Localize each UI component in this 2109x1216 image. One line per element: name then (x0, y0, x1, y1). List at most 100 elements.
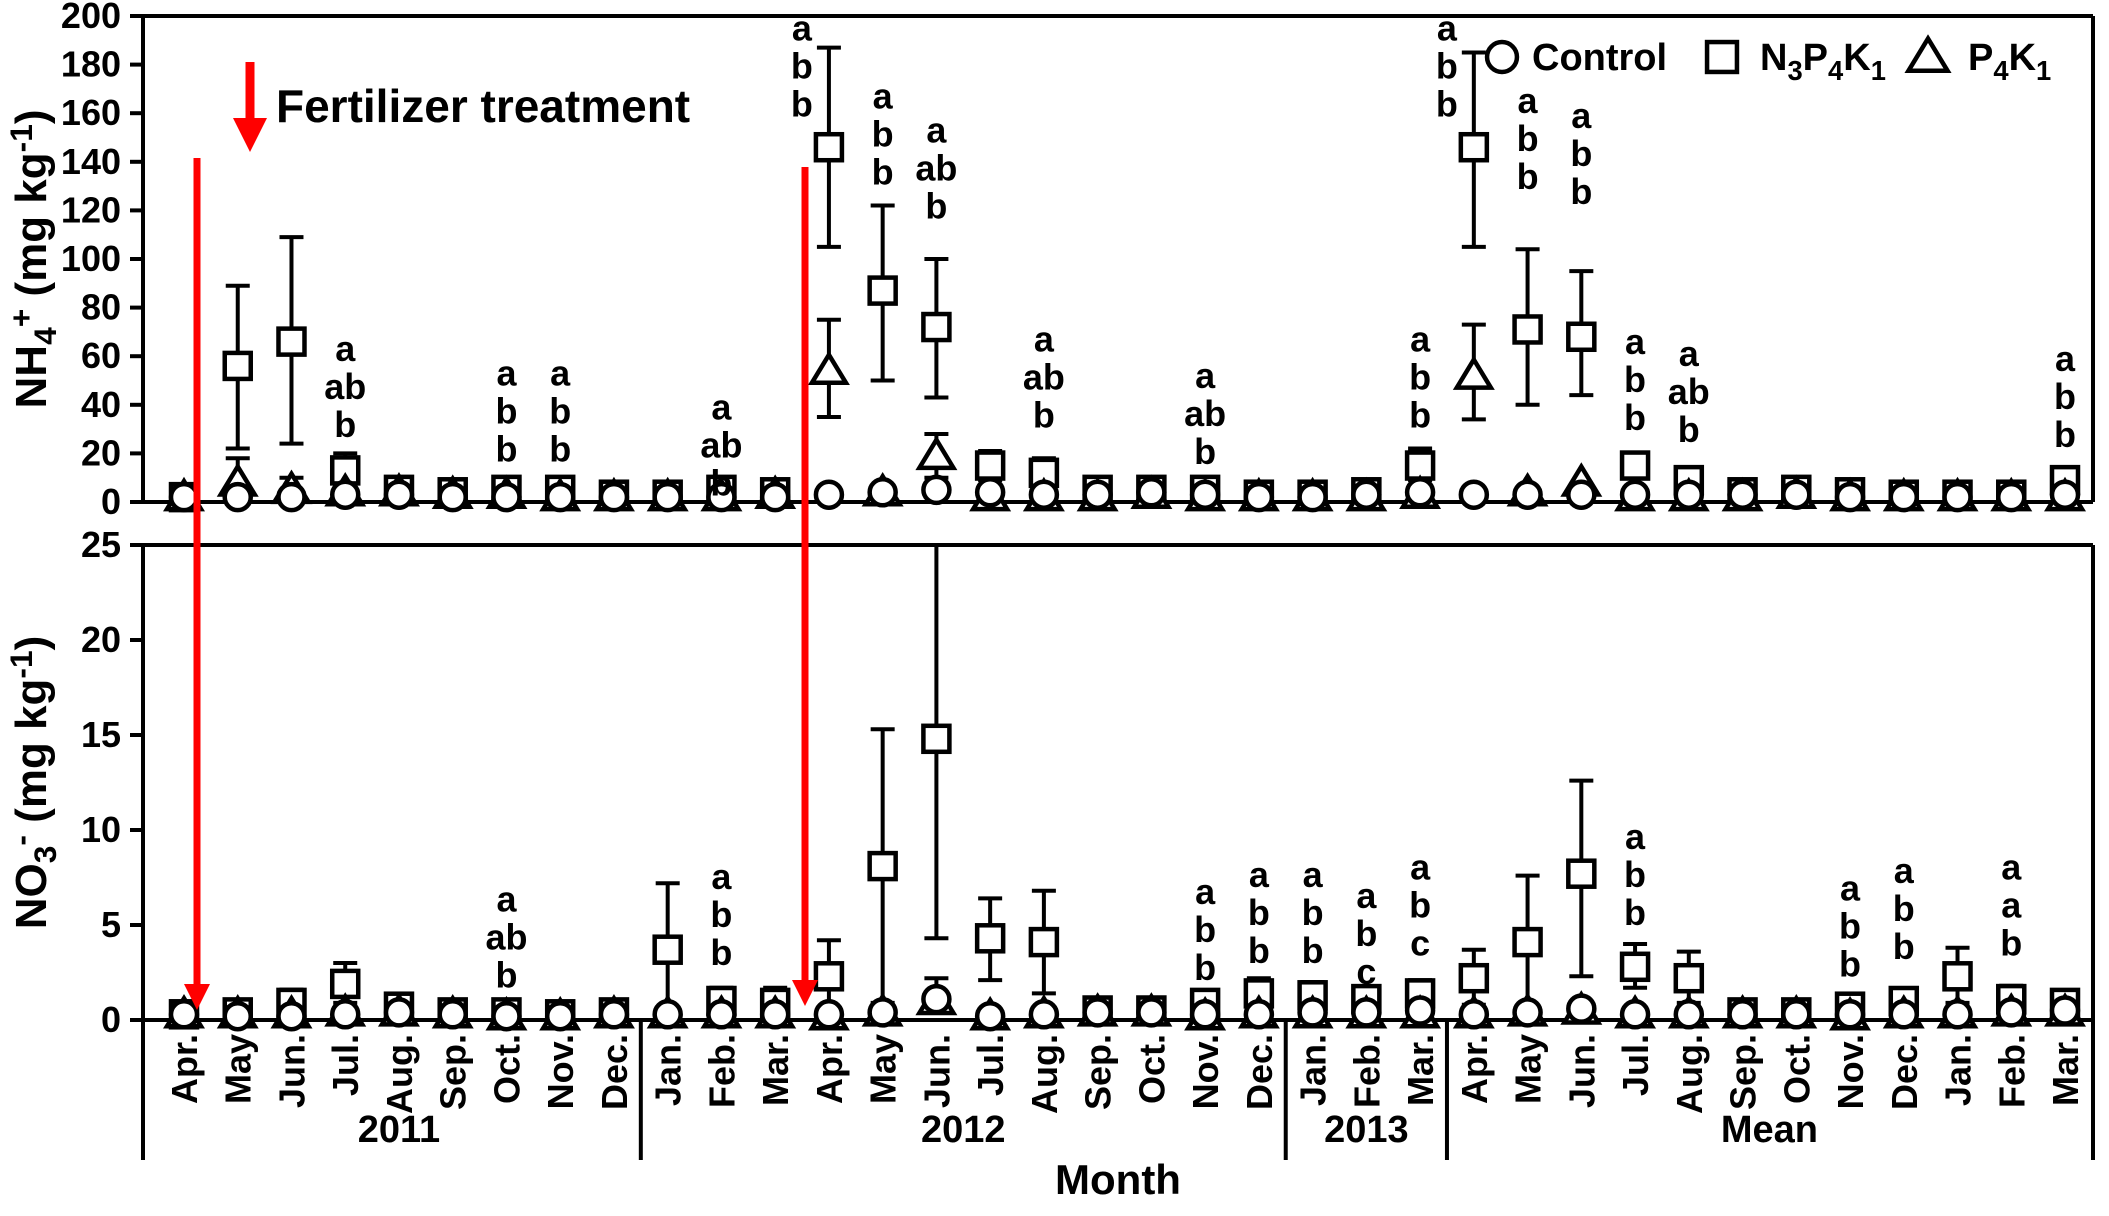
month-label: Feb. (1991, 1034, 2032, 1108)
control-marker (1512, 479, 1543, 510)
sig-letter: b (1624, 892, 1646, 933)
sig-letter: b (1839, 905, 1861, 946)
control-marker (168, 999, 200, 1030)
sig-letter: b (1839, 943, 1861, 984)
n3p4k1-marker (276, 326, 307, 357)
control-marker (706, 999, 737, 1030)
nh4-panel: 0 20 40 60 80 100 120 140 160 180 200 NH4​+​ (mg kg… (3, 0, 2095, 522)
y-tick-label: 200 (61, 0, 121, 36)
control-marker (1673, 999, 1705, 1030)
x-axis-title: Month (1055, 1156, 1181, 1203)
month-label: Jul. (325, 1034, 366, 1096)
month-label: Jan. (1293, 1034, 1334, 1106)
control-marker (1996, 997, 2027, 1028)
n3p4k1-marker (1028, 926, 1060, 958)
month-label: Nov. (1185, 1034, 1226, 1109)
fertilizer-arrow-shaft (245, 62, 255, 118)
month-label: Apr. (809, 1034, 850, 1104)
legend-label-control: Control (1532, 37, 1667, 79)
control-marker (921, 474, 952, 506)
month-label: May (218, 1034, 259, 1104)
application-arrow-head (184, 984, 210, 1010)
month-label: Oct. (1131, 1034, 1172, 1104)
year-label: Mean (1721, 1109, 1818, 1151)
month-label: Oct. (486, 1034, 527, 1104)
control-marker (706, 481, 737, 513)
y-tick-label: 5 (101, 904, 121, 945)
n3p4k1-marker (222, 350, 253, 382)
control-marker (1512, 997, 1543, 1028)
control-marker (1189, 479, 1221, 510)
sig-letter: b (925, 185, 947, 226)
sig-letter: b (1517, 156, 1539, 197)
sig-letter: a (792, 7, 813, 48)
sig-letter: a (1410, 318, 1431, 359)
control-marker (652, 999, 683, 1030)
sig-letter: a (711, 856, 732, 897)
control-marker (652, 481, 683, 513)
sig-letter: a (2001, 884, 2022, 925)
month-label: Sep. (433, 1034, 474, 1110)
sig-letter: a (2001, 846, 2022, 887)
year-label: 2013 (1324, 1109, 1409, 1151)
legend-n3p4k1-marker (1704, 39, 1740, 75)
sig-letter: a (1518, 80, 1539, 121)
sig-letter: b (1194, 947, 1216, 988)
sig-letter: a (496, 352, 517, 393)
control-marker (276, 481, 307, 513)
sig-letter: b (872, 151, 894, 192)
sig-letter: b (1624, 854, 1646, 895)
sig-letter: ab (700, 424, 742, 465)
sig-letter: b (1302, 892, 1324, 933)
sig-letter: b (1624, 359, 1646, 400)
sig-letter: b (2054, 376, 2076, 417)
control-marker (383, 479, 415, 510)
sig-letter: a (1195, 871, 1216, 912)
sig-letter: a (1034, 318, 1055, 359)
control-marker (544, 1000, 576, 1032)
control-marker (1888, 999, 1920, 1030)
sig-letter: b (495, 428, 517, 469)
control-marker (598, 999, 630, 1030)
control-marker (1028, 999, 1060, 1030)
sig-letter: ab (485, 917, 527, 958)
sig-letter: b (1436, 45, 1458, 86)
sig-letter: b (1302, 930, 1324, 971)
sig-letter: b (495, 390, 517, 431)
legend-control-marker (1484, 39, 1520, 75)
sig-letter: a (496, 879, 517, 920)
n3p4k1-marker (1619, 450, 1651, 481)
month-label: Jan. (1938, 1034, 1979, 1106)
control-marker (383, 997, 415, 1028)
n3p4k1-marker (1619, 951, 1651, 983)
control-marker (974, 1000, 1006, 1032)
control-marker (1297, 481, 1328, 513)
control-marker (1942, 999, 1973, 1030)
control-marker (491, 1000, 522, 1032)
month-label: Feb. (1346, 1034, 1387, 1108)
sig-letter: c (1410, 922, 1430, 963)
sig-letter: a (1840, 867, 1861, 908)
control-marker (813, 479, 845, 510)
sig-letter: b (1409, 356, 1431, 397)
y-tick-label: 120 (61, 189, 121, 230)
month-label: Oct. (1776, 1034, 1817, 1104)
sig-letter: b (791, 45, 813, 86)
control-marker (1781, 479, 1812, 510)
month-label: Jun. (916, 1034, 957, 1108)
n3p4k1-marker (1458, 131, 1490, 163)
control-marker (1136, 997, 1167, 1028)
sig-letter: b (549, 428, 571, 469)
sig-letter: a (1571, 95, 1592, 136)
month-label: Nov. (1830, 1034, 1871, 1109)
sig-letter: b (872, 113, 894, 154)
control-marker (813, 999, 845, 1030)
sig-letter: b (1248, 930, 1270, 971)
application-arrow-head (792, 980, 818, 1006)
sig-letter: ab (1184, 393, 1226, 434)
sig-letter: a (2055, 338, 2076, 379)
sig-letter: b (710, 894, 732, 935)
sig-letter: ab (324, 366, 366, 407)
sig-letter: b (1033, 394, 1055, 435)
legend-p4k1-marker (1904, 34, 1952, 74)
